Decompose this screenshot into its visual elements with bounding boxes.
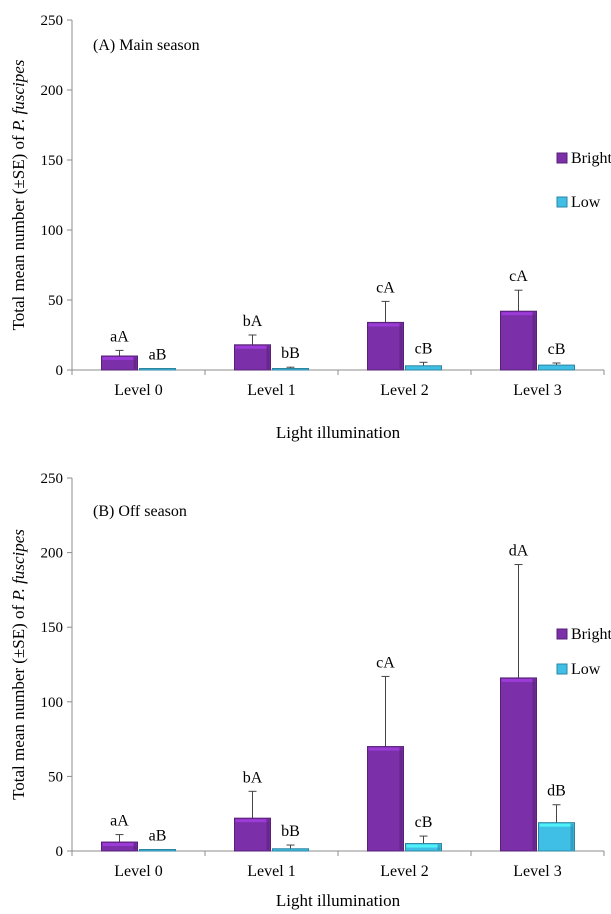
- y-axis-title: Total mean number (±SE) of P. fuscipes: [9, 529, 28, 800]
- bar-low-level-1: [272, 848, 309, 852]
- legend-swatch-low: [556, 196, 568, 208]
- bar-bright-level-0: [101, 841, 138, 852]
- x-tick-label: Level 3: [513, 863, 561, 880]
- significance-label: aB: [149, 347, 167, 364]
- significance-label: bA: [243, 313, 263, 330]
- bar-bevel: [368, 323, 403, 327]
- significance-label: dB: [547, 783, 566, 800]
- legend-swatch-bright: [556, 628, 568, 640]
- bar-bevel: [133, 357, 137, 369]
- bar-bright-level-3: [500, 310, 537, 371]
- y-tick-label: 150: [41, 153, 64, 169]
- bar-bevel: [437, 844, 441, 850]
- bar-bevel: [570, 823, 574, 850]
- bar-bevel: [406, 844, 441, 848]
- significance-label: bB: [281, 823, 300, 840]
- bar-bevel: [399, 323, 403, 369]
- bar-bevel: [532, 678, 536, 850]
- bar-bright-level-1: [234, 817, 271, 852]
- y-tick-label: 0: [56, 844, 64, 860]
- bar-bright-level-2: [367, 746, 404, 852]
- significance-label: cB: [415, 814, 433, 831]
- bar-bevel: [501, 312, 536, 316]
- y-tick-label: 0: [56, 363, 64, 379]
- chart-panel-a: 0 50 100 150 200 250 aA aB Level 0 bA bB Level 1 cA c…: [9, 13, 611, 442]
- x-tick-label: Level 1: [247, 382, 295, 399]
- significance-label: aB: [149, 828, 167, 845]
- x-tick-label: Level 1: [247, 863, 295, 880]
- y-tick-label: 250: [41, 13, 64, 29]
- bar-bevel: [235, 819, 270, 823]
- bar-bright-level-1: [234, 344, 271, 371]
- legend-label-bright: Bright: [571, 626, 611, 643]
- y-tick-label: 50: [48, 769, 63, 785]
- y-tick-label: 200: [41, 83, 64, 99]
- significance-label: cB: [548, 341, 566, 358]
- bar-low-level-2: [405, 365, 442, 371]
- legend-label-low: Low: [571, 194, 601, 211]
- x-axis-title: Light illumination: [276, 891, 401, 910]
- x-tick-label: Level 2: [380, 382, 428, 399]
- legend-swatch-low: [556, 663, 568, 675]
- bar-low-level-0: [139, 849, 176, 852]
- legend-swatch-bright: [556, 152, 568, 164]
- chart-panel-b: 0 50 100 150 200 250 aA aB Level 0 bA bB Level 1 cA c…: [9, 471, 611, 910]
- bar-bevel: [266, 819, 270, 850]
- bar-low-level-0: [139, 368, 176, 371]
- significance-label: aA: [110, 813, 129, 830]
- bar-bevel: [266, 345, 270, 369]
- x-tick-label: Level 0: [114, 382, 162, 399]
- significance-label: cA: [376, 279, 395, 296]
- significance-label: bA: [243, 769, 263, 786]
- bar-bevel: [399, 747, 403, 850]
- x-tick-label: Level 0: [114, 863, 162, 880]
- significance-label: bB: [281, 345, 300, 362]
- significance-label: cA: [509, 268, 528, 285]
- significance-label: dA: [509, 543, 529, 560]
- legend-label-low: Low: [571, 661, 601, 678]
- y-tick-label: 200: [41, 546, 64, 562]
- legend-label-bright: Bright: [571, 150, 611, 167]
- bar-bevel: [501, 678, 536, 682]
- y-tick-label: 100: [41, 223, 64, 239]
- bar-bevel: [368, 747, 403, 751]
- bar-bevel: [532, 312, 536, 369]
- y-tick-label: 150: [41, 620, 64, 636]
- bar-low-level-3: [538, 822, 575, 852]
- y-axis-title: Total mean number (±SE) of P. fuscipes: [9, 59, 28, 330]
- bar-bevel: [235, 345, 270, 349]
- bar-bright-level-2: [367, 321, 404, 371]
- y-tick-label: 250: [41, 471, 64, 487]
- significance-label: cB: [415, 340, 433, 357]
- significance-label: cA: [376, 654, 395, 671]
- x-axis-title: Light illumination: [276, 423, 401, 442]
- y-tick-label: 100: [41, 695, 64, 711]
- bar-bevel: [133, 843, 137, 850]
- y-tick-label: 50: [48, 293, 63, 309]
- x-tick-label: Level 2: [380, 863, 428, 880]
- significance-label: aA: [110, 328, 129, 345]
- bar-bevel: [539, 823, 574, 827]
- bar-bright-level-3: [500, 677, 537, 852]
- panel-label: (A) Main season: [93, 37, 200, 54]
- bar-low-level-1: [272, 368, 309, 371]
- bar-bevel: [102, 843, 137, 847]
- bar-bevel: [102, 357, 137, 360]
- bar-low-level-3: [538, 364, 575, 371]
- x-tick-label: Level 3: [513, 382, 561, 399]
- panel-label: (B) Off season: [93, 503, 187, 520]
